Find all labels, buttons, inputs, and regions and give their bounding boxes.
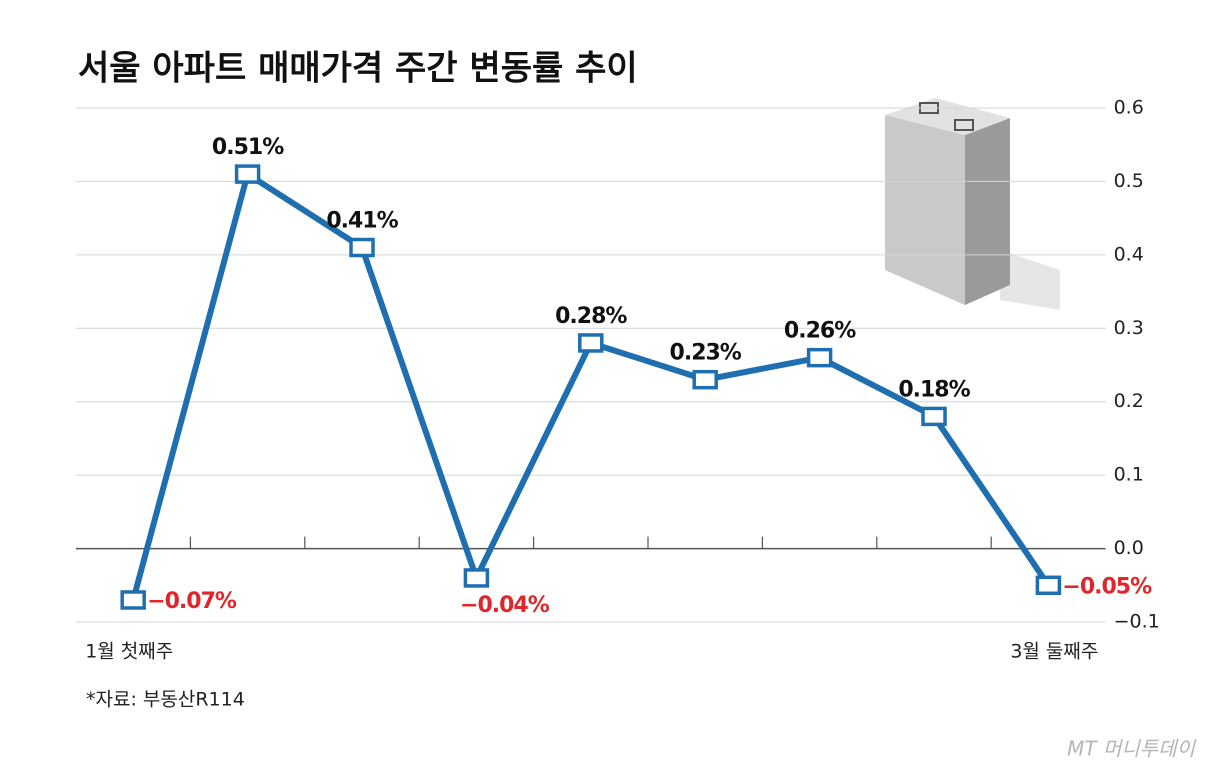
marker [692, 369, 718, 390]
value-label: 0.26% [784, 319, 856, 344]
value-label: 0.18% [898, 377, 970, 402]
marker [120, 590, 146, 610]
value-label: 0.41% [326, 209, 398, 234]
y-tick-label: 0.5 [1114, 170, 1144, 192]
value-label: −0.04% [460, 593, 550, 618]
chart-title: 서울 아파트 매매가격 주간 변동률 추이 [78, 49, 638, 89]
marker [578, 333, 604, 353]
y-tick-label: 0.6 [1114, 97, 1144, 119]
x-tick-label: 3월 둘째주 [1010, 641, 1098, 663]
marker [921, 406, 947, 427]
y-tick-label: 0.4 [1114, 243, 1144, 265]
marker [463, 568, 490, 588]
value-label: 0.51% [212, 135, 284, 160]
marker [234, 164, 261, 184]
y-tick-label: 0.0 [1114, 537, 1144, 559]
value-label: −0.05% [1062, 574, 1152, 599]
y-tick-label: 0.3 [1114, 317, 1144, 339]
value-label: −0.07% [147, 589, 237, 614]
x-tick-label: 1월 첫째주 [85, 641, 173, 663]
y-tick-label: 0.1 [1114, 464, 1144, 486]
marker [349, 237, 375, 258]
y-tick-label: −0.1 [1114, 611, 1160, 633]
value-label: 0.23% [670, 341, 742, 366]
marker [806, 347, 833, 368]
y-tick-label: 0.2 [1114, 390, 1144, 412]
watermark: MT 머니투데이 [1067, 737, 1196, 761]
value-label: 0.28% [555, 304, 627, 329]
building-icon [885, 98, 1060, 310]
source-note: *자료: 부동산R114 [86, 689, 245, 711]
marker [1035, 575, 1062, 596]
